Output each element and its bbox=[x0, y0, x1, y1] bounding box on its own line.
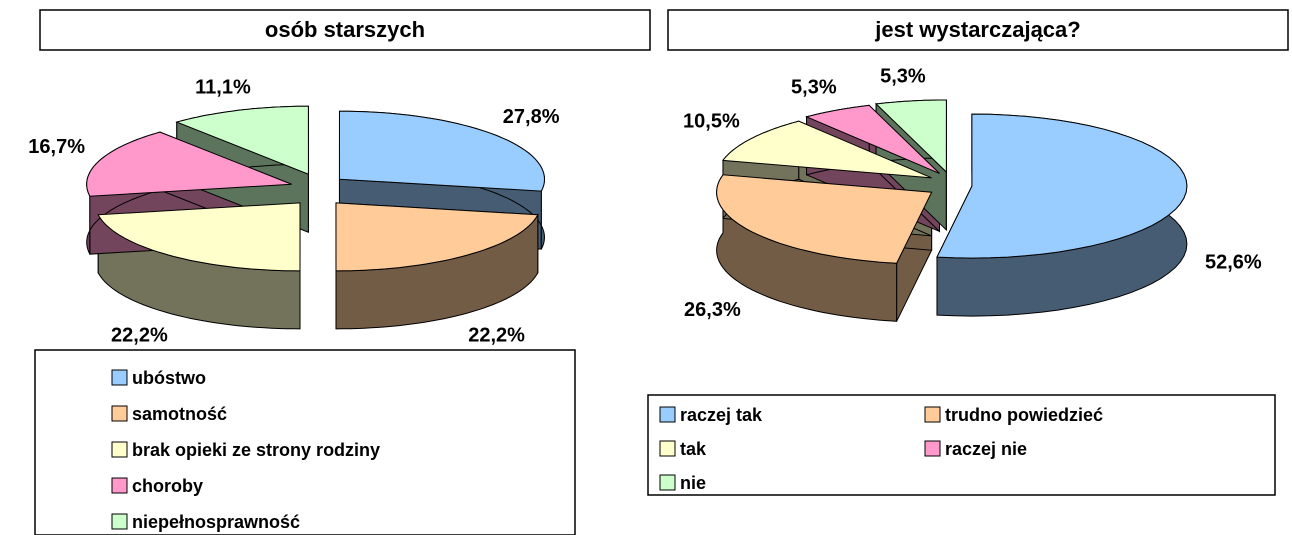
legend-swatch bbox=[924, 406, 941, 423]
data-label: 52,6% bbox=[1205, 252, 1262, 274]
data-label: 22,2% bbox=[111, 325, 168, 347]
slice-top bbox=[97, 202, 301, 272]
data-label: 22,2% bbox=[468, 325, 525, 347]
slice-top bbox=[338, 110, 546, 192]
data-label: 11,1% bbox=[195, 77, 251, 99]
slice-top bbox=[335, 202, 539, 272]
legend-box bbox=[647, 394, 1276, 496]
title-box bbox=[667, 9, 1289, 51]
legend-swatch bbox=[659, 474, 676, 491]
legend-swatch bbox=[659, 406, 676, 423]
data-label: 16,7% bbox=[28, 136, 85, 158]
data-label: 26,3% bbox=[684, 299, 741, 321]
legend-label: brak opieki ze strony rodziny bbox=[132, 440, 380, 460]
data-label: 10,5% bbox=[683, 110, 740, 132]
slice-top bbox=[175, 105, 309, 175]
slice-top bbox=[936, 113, 1188, 259]
title-box bbox=[39, 9, 651, 51]
legend-label: ubóstwo bbox=[132, 368, 206, 388]
legend-label: choroby bbox=[132, 476, 203, 496]
legend-label: niepełnosprawność bbox=[132, 512, 300, 532]
slice-top bbox=[874, 99, 947, 174]
legend-swatch bbox=[924, 440, 941, 457]
chart-title: jest wystarczająca? bbox=[874, 17, 1080, 42]
legend-label: samotność bbox=[132, 404, 227, 424]
data-label: 27,8% bbox=[503, 106, 560, 128]
legend-label: nie bbox=[680, 473, 706, 493]
legend-swatch bbox=[111, 405, 128, 422]
slice-top bbox=[722, 120, 932, 179]
legend-label: tak bbox=[680, 439, 707, 459]
legend-swatch bbox=[111, 369, 128, 386]
data-label: 5,3% bbox=[880, 66, 926, 88]
chart-title: osób starszych bbox=[265, 17, 425, 42]
slice-top bbox=[86, 131, 292, 197]
slice-top bbox=[805, 104, 940, 174]
legend-label: trudno powiedzieć bbox=[945, 405, 1103, 425]
legend-label: raczej tak bbox=[680, 405, 763, 425]
legend-swatch bbox=[111, 441, 128, 458]
data-label: 5,3% bbox=[791, 77, 837, 99]
legend-label: raczej nie bbox=[945, 439, 1027, 459]
legend-swatch bbox=[111, 513, 128, 530]
legend-swatch bbox=[111, 477, 128, 494]
legend-swatch bbox=[659, 440, 676, 457]
slice-top bbox=[716, 174, 933, 264]
